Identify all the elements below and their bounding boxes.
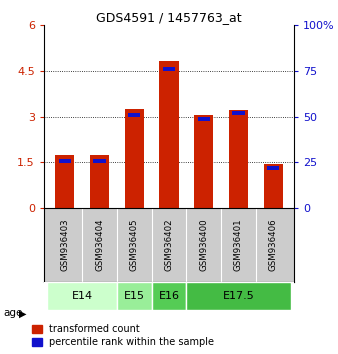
Bar	[90, 155, 109, 208]
Bar	[58, 159, 71, 163]
Bar	[264, 164, 283, 208]
Bar	[163, 67, 175, 71]
Bar	[55, 155, 74, 208]
Bar	[125, 109, 144, 208]
Text: GSM936405: GSM936405	[130, 219, 139, 271]
Text: E15: E15	[124, 291, 145, 301]
Text: E14: E14	[72, 291, 93, 301]
Text: E17.5: E17.5	[223, 291, 255, 301]
Bar	[93, 159, 106, 163]
Legend: transformed count, percentile rank within the sample: transformed count, percentile rank withi…	[32, 325, 214, 347]
Bar	[152, 282, 186, 310]
Bar	[232, 111, 245, 115]
Text: GSM936402: GSM936402	[165, 219, 173, 271]
Bar	[194, 115, 213, 208]
Bar	[229, 110, 248, 208]
Text: ▶: ▶	[19, 308, 26, 318]
Bar	[186, 282, 291, 310]
Text: GSM936401: GSM936401	[234, 219, 243, 271]
Bar	[160, 62, 178, 208]
Text: GSM936403: GSM936403	[60, 219, 69, 271]
Text: E16: E16	[159, 291, 179, 301]
Bar	[128, 113, 141, 117]
Text: GSM936406: GSM936406	[269, 219, 278, 271]
Bar	[267, 166, 280, 170]
Text: age: age	[3, 308, 23, 318]
Title: GDS4591 / 1457763_at: GDS4591 / 1457763_at	[96, 11, 242, 24]
Text: GSM936400: GSM936400	[199, 219, 208, 271]
Text: GSM936404: GSM936404	[95, 219, 104, 271]
Bar	[117, 282, 152, 310]
Bar	[47, 282, 117, 310]
Bar	[197, 116, 210, 120]
